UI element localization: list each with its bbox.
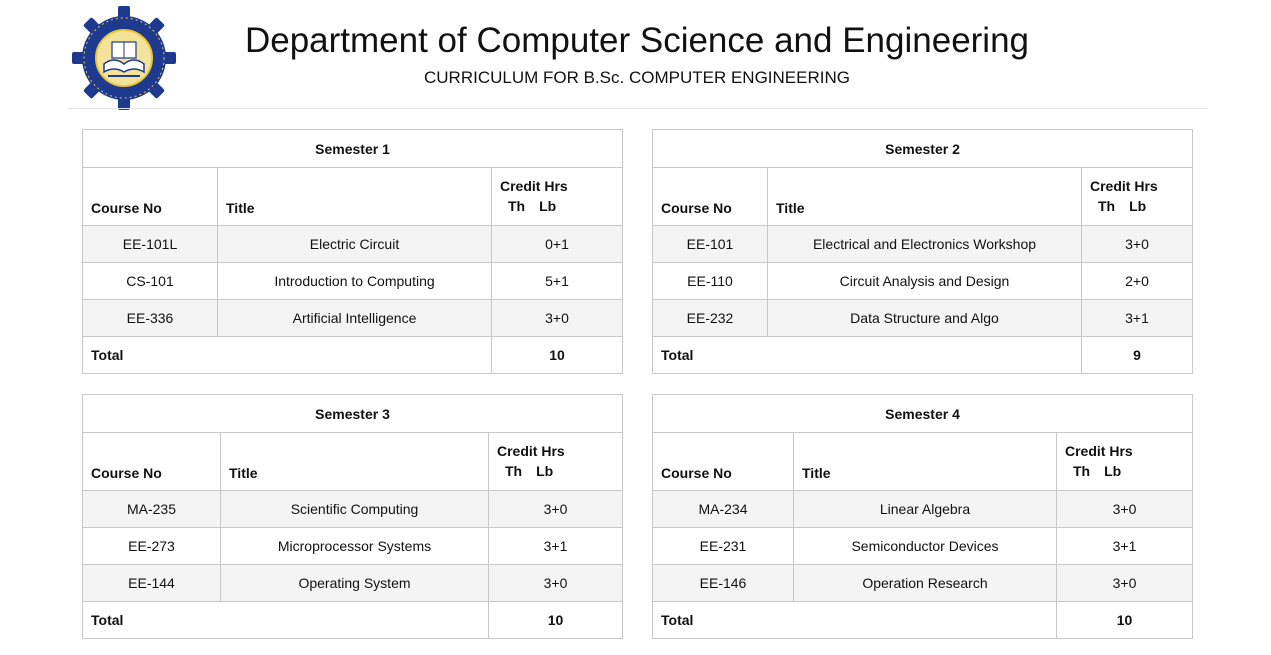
col-course-no: Course No bbox=[82, 167, 218, 226]
lb-label: Lb bbox=[539, 198, 557, 214]
total-value: 10 bbox=[490, 336, 624, 374]
table-row: MA-235 Scientific Computing 3+0 bbox=[82, 490, 624, 528]
credit-hrs-label: Credit Hrs bbox=[497, 443, 565, 459]
course-code: EE-336 bbox=[82, 299, 218, 337]
col-credit-hrs: Credit Hrs Th Lb bbox=[490, 167, 624, 226]
table-row: MA-234 Linear Algebra 3+0 bbox=[652, 490, 1194, 528]
total-row: Total 10 bbox=[82, 336, 624, 374]
course-title: Artificial Intelligence bbox=[217, 299, 492, 337]
table-row: EE-273 Microprocessor Systems 3+1 bbox=[82, 527, 624, 565]
course-title: Electric Circuit bbox=[217, 225, 492, 263]
total-value: 9 bbox=[1080, 336, 1194, 374]
course-code: EE-232 bbox=[652, 299, 768, 337]
course-title: Microprocessor Systems bbox=[220, 527, 489, 565]
course-code: EE-231 bbox=[652, 527, 794, 565]
lb-label: Lb bbox=[1104, 463, 1122, 479]
course-code: MA-234 bbox=[652, 490, 794, 528]
course-credits: 3+0 bbox=[490, 299, 624, 337]
course-credits: 0+1 bbox=[490, 225, 624, 263]
total-row: Total 10 bbox=[652, 601, 1194, 639]
course-credits: 2+0 bbox=[1080, 262, 1194, 300]
course-title: Scientific Computing bbox=[220, 490, 489, 528]
course-title: Linear Algebra bbox=[793, 490, 1057, 528]
course-title: Operation Research bbox=[793, 564, 1057, 602]
course-credits: 3+1 bbox=[1080, 299, 1194, 337]
semester-4-table: Semester 4 Course No Title Credit Hrs Th… bbox=[651, 394, 1194, 639]
course-code: EE-273 bbox=[82, 527, 221, 565]
header-divider bbox=[68, 108, 1208, 109]
course-credits: 3+0 bbox=[487, 564, 624, 602]
course-title: Electrical and Electronics Workshop bbox=[767, 225, 1082, 263]
course-code: EE-110 bbox=[652, 262, 768, 300]
total-label: Total bbox=[82, 601, 489, 639]
col-title: Title bbox=[767, 167, 1082, 226]
course-code: EE-101 bbox=[652, 225, 768, 263]
th-label: Th bbox=[505, 463, 523, 479]
page-title: Department of Computer Science and Engin… bbox=[244, 21, 1030, 60]
table-row: EE-101L Electric Circuit 0+1 bbox=[82, 225, 624, 263]
credit-hrs-label: Credit Hrs bbox=[500, 178, 568, 194]
course-code: MA-235 bbox=[82, 490, 221, 528]
table-row: EE-144 Operating System 3+0 bbox=[82, 564, 624, 602]
course-title: Data Structure and Algo bbox=[767, 299, 1082, 337]
table-row: EE-146 Operation Research 3+0 bbox=[652, 564, 1194, 602]
total-label: Total bbox=[652, 336, 1082, 374]
col-title: Title bbox=[217, 167, 492, 226]
table-row: EE-110 Circuit Analysis and Design 2+0 bbox=[652, 262, 1194, 300]
table-row: EE-336 Artificial Intelligence 3+0 bbox=[82, 299, 624, 337]
page-subtitle: CURRICULUM FOR B.Sc. COMPUTER ENGINEERIN… bbox=[424, 68, 850, 87]
semester-title: Semester 2 bbox=[651, 129, 1194, 168]
th-label: Th bbox=[508, 198, 526, 214]
total-value: 10 bbox=[1055, 601, 1194, 639]
semester-2-table: Semester 2 Course No Title Credit Hrs Th… bbox=[651, 129, 1194, 374]
course-credits: 3+0 bbox=[1055, 490, 1194, 528]
university-seal-icon bbox=[72, 6, 176, 110]
col-credit-hrs: Credit Hrs Th Lb bbox=[487, 432, 624, 491]
col-course-no: Course No bbox=[652, 432, 794, 491]
course-title: Semiconductor Devices bbox=[793, 527, 1057, 565]
course-code: EE-144 bbox=[82, 564, 221, 602]
th-label: Th bbox=[1073, 463, 1091, 479]
total-value: 10 bbox=[487, 601, 624, 639]
semester-title: Semester 1 bbox=[81, 129, 624, 168]
course-credits: 3+1 bbox=[487, 527, 624, 565]
course-code: CS-101 bbox=[82, 262, 218, 300]
semester-1-table: Semester 1 Course No Title Credit Hrs Th… bbox=[81, 129, 624, 374]
total-label: Total bbox=[82, 336, 492, 374]
col-credit-hrs: Credit Hrs Th Lb bbox=[1055, 432, 1194, 491]
col-title: Title bbox=[220, 432, 489, 491]
course-credits: 3+0 bbox=[1080, 225, 1194, 263]
lb-label: Lb bbox=[1129, 198, 1147, 214]
credit-hrs-label: Credit Hrs bbox=[1065, 443, 1133, 459]
course-credits: 3+1 bbox=[1055, 527, 1194, 565]
course-credits: 3+0 bbox=[487, 490, 624, 528]
semester-title: Semester 4 bbox=[651, 394, 1194, 433]
table-row: EE-231 Semiconductor Devices 3+1 bbox=[652, 527, 1194, 565]
total-label: Total bbox=[652, 601, 1057, 639]
col-course-no: Course No bbox=[82, 432, 221, 491]
table-row: EE-232 Data Structure and Algo 3+1 bbox=[652, 299, 1194, 337]
course-title: Introduction to Computing bbox=[217, 262, 492, 300]
lb-label: Lb bbox=[536, 463, 554, 479]
course-credits: 5+1 bbox=[490, 262, 624, 300]
credit-hrs-label: Credit Hrs bbox=[1090, 178, 1158, 194]
course-title: Circuit Analysis and Design bbox=[767, 262, 1082, 300]
course-code: EE-101L bbox=[82, 225, 218, 263]
col-credit-hrs: Credit Hrs Th Lb bbox=[1080, 167, 1194, 226]
col-course-no: Course No bbox=[652, 167, 768, 226]
table-row: CS-101 Introduction to Computing 5+1 bbox=[82, 262, 624, 300]
course-credits: 3+0 bbox=[1055, 564, 1194, 602]
total-row: Total 9 bbox=[652, 336, 1194, 374]
course-code: EE-146 bbox=[652, 564, 794, 602]
semester-3-table: Semester 3 Course No Title Credit Hrs Th… bbox=[81, 394, 624, 639]
semester-title: Semester 3 bbox=[81, 394, 624, 433]
table-row: EE-101 Electrical and Electronics Worksh… bbox=[652, 225, 1194, 263]
course-title: Operating System bbox=[220, 564, 489, 602]
total-row: Total 10 bbox=[82, 601, 624, 639]
th-label: Th bbox=[1098, 198, 1116, 214]
col-title: Title bbox=[793, 432, 1057, 491]
